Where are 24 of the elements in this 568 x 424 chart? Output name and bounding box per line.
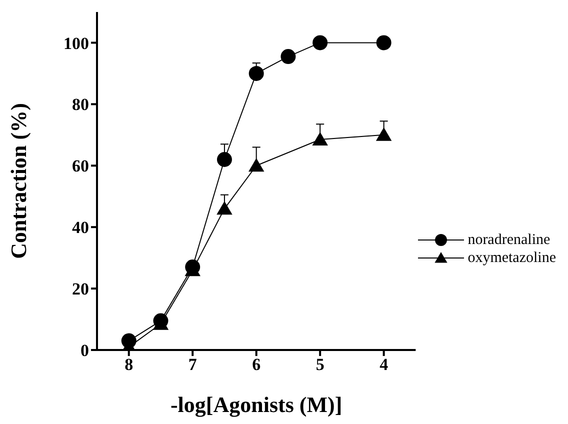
point — [248, 66, 264, 81]
y-tick-label: 60 — [72, 156, 89, 176]
x-tick-label: 7 — [188, 355, 198, 374]
y-tick-label: 20 — [72, 280, 89, 299]
point — [312, 35, 328, 50]
y-tick-label: 0 — [80, 341, 89, 360]
x-axis-title: -log[Agonists (M)] — [170, 392, 342, 417]
x-tick-label: 4 — [380, 355, 389, 374]
x-tick-label: 8 — [124, 355, 134, 374]
x-tick-label: 5 — [316, 355, 324, 374]
point — [376, 35, 392, 50]
point — [216, 152, 232, 167]
legend-label: oxymetazoline — [468, 250, 556, 266]
point — [376, 127, 392, 141]
point — [312, 132, 328, 146]
y-axis-title: Contraction (%) — [6, 103, 31, 259]
y-tick-label: 100 — [64, 34, 89, 53]
point — [280, 49, 296, 64]
legend-label: noradrenaline — [468, 232, 550, 248]
y-tick-label: 40 — [72, 218, 89, 238]
x-tick-label: 6 — [252, 355, 261, 374]
y-tick-label: 80 — [72, 95, 89, 114]
point — [216, 201, 232, 215]
point — [248, 158, 264, 172]
